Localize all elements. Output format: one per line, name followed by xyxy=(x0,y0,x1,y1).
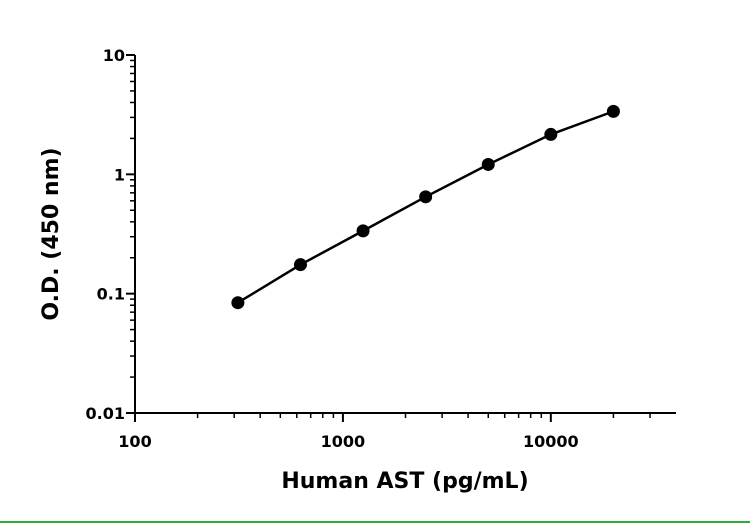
data-point xyxy=(481,157,495,171)
x-tick-label: 100 xyxy=(118,432,151,451)
data-point xyxy=(606,104,620,118)
data-point xyxy=(544,127,558,141)
y-axis-title: O.D. (450 nm) xyxy=(39,147,64,320)
data-point xyxy=(419,190,433,204)
y-tick-label: 1 xyxy=(114,165,125,184)
x-axis-title: Human AST (pg/mL) xyxy=(281,469,528,494)
y-tick-label: 0.01 xyxy=(86,404,125,423)
data-point xyxy=(293,258,307,272)
data-point xyxy=(356,224,370,238)
fit-curve xyxy=(237,110,614,304)
data-point xyxy=(231,296,245,310)
x-tick-label: 1000 xyxy=(321,432,366,451)
x-tick-label: 10000 xyxy=(523,432,579,451)
y-tick-label: 10 xyxy=(103,46,125,65)
y-tick-label: 0.1 xyxy=(97,285,125,304)
